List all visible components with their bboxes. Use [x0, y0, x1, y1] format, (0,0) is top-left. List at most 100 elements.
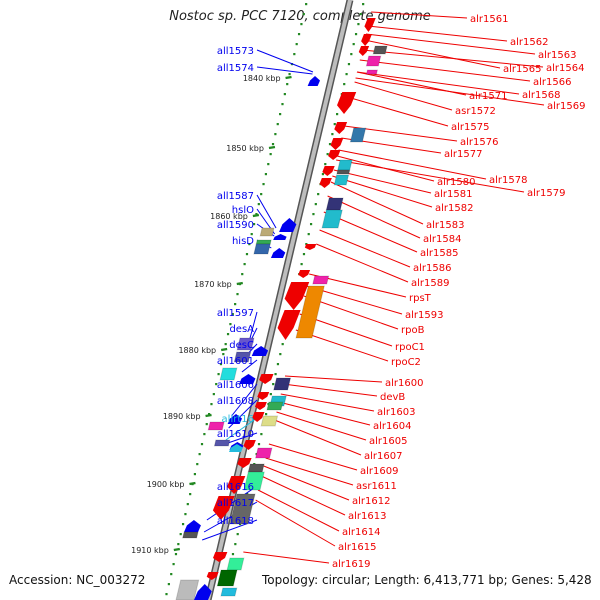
accession-info: Accession: NC_003272	[9, 573, 145, 587]
right-gene-label: alr1566	[533, 77, 571, 88]
gene-block	[295, 285, 325, 339]
right-gene-label: rpoC2	[391, 357, 421, 368]
guide-dot-right	[347, 63, 351, 66]
left-leader	[224, 432, 258, 445]
gene-block	[229, 493, 256, 525]
forward-gene-arrow	[328, 150, 341, 160]
right-gene-label: alr1607	[364, 451, 402, 462]
left-gene-label: all1606	[217, 380, 254, 391]
guide-dot-left	[177, 543, 180, 546]
right-leader	[274, 419, 362, 456]
guide-dot-left	[205, 423, 208, 426]
right-gene-label: alr1563	[538, 50, 576, 61]
right-gene-label: alr1571	[469, 91, 507, 102]
guide-dot-right	[231, 553, 235, 556]
guide-dot-left	[231, 313, 234, 316]
gene-block	[349, 127, 367, 143]
topology-value: circular	[321, 573, 367, 587]
tick-mark	[220, 347, 228, 352]
guide-dot-right	[352, 43, 355, 46]
right-leader	[355, 77, 545, 106]
right-gene-label: alr1585	[420, 248, 458, 259]
forward-gene-arrow	[330, 138, 344, 150]
gene-labels: all1573 all1574 all1587 hslO all1590 hisD all1…	[217, 14, 586, 570]
guide-dot-left	[196, 463, 199, 466]
left-gene-label: all1587	[217, 191, 254, 202]
gene-block	[233, 351, 252, 363]
guide-dot-right	[321, 173, 325, 176]
forward-gene-arrow	[298, 270, 311, 278]
guide-dot-right	[234, 543, 237, 546]
left-gene-label: hslO	[232, 205, 254, 216]
guide-dot-right	[260, 433, 263, 436]
guide-dot-left	[181, 523, 185, 526]
right-gene-label: alr1583	[426, 220, 464, 231]
guide-dot-right	[274, 373, 277, 376]
guide-dot-right	[265, 413, 268, 416]
gene-block	[260, 415, 279, 427]
guide-dot-left	[229, 323, 232, 326]
right-gene-label: alr1619	[332, 559, 370, 570]
guide-dot-left	[269, 153, 272, 156]
right-leader	[338, 149, 487, 180]
right-gene-label: alr1605	[369, 436, 407, 447]
guide-dot-right	[345, 73, 348, 76]
left-gene-label: all1597	[217, 308, 254, 319]
left-gene-label: allrt16	[222, 414, 254, 425]
guide-dot-left	[179, 533, 182, 536]
gene-block	[219, 367, 238, 381]
tick-mark	[268, 145, 276, 150]
guide-dot-left	[215, 383, 218, 386]
guide-dot-left	[283, 93, 286, 96]
genome-stats: Topology: circular; Length: 6,413,771 bp…	[262, 573, 592, 587]
right-gene-label: rpsT	[409, 293, 432, 304]
left-leader	[256, 49, 314, 73]
left-gene-label: all1574	[217, 63, 254, 74]
forward-gene-arrow	[322, 166, 335, 176]
guide-dot-left	[186, 503, 189, 506]
guide-dot-right	[281, 343, 284, 346]
guide-dot-right	[309, 223, 313, 226]
right-gene-label: alr1582	[435, 203, 473, 214]
left-leader	[256, 194, 277, 229]
guide-dot-right	[343, 83, 346, 86]
forward-gene-arrow	[252, 412, 265, 422]
tick-mark	[205, 413, 212, 418]
topology-label: Topology:	[262, 573, 319, 587]
right-leader	[367, 25, 508, 42]
forward-gene-arrow	[364, 18, 376, 32]
gene-block	[372, 45, 388, 55]
guide-dot-left	[200, 443, 204, 446]
guide-dot-right	[317, 193, 320, 196]
guide-dot-left	[279, 113, 282, 116]
gene-block	[247, 463, 265, 473]
right-gene-label: alr1564	[546, 63, 584, 74]
right-leader	[316, 243, 409, 283]
forward-gene-arrow	[243, 440, 256, 450]
guide-dot-left	[255, 213, 258, 216]
left-gene-label: all1616	[217, 482, 254, 493]
right-gene-label: alr1613	[348, 511, 386, 522]
right-gene-label: alr1612	[352, 496, 390, 507]
gene-block	[336, 169, 351, 175]
reverse-gene-arrow	[270, 248, 286, 258]
guide-dot-left	[300, 23, 303, 26]
guide-dot-left	[172, 563, 175, 566]
guide-dot-left	[274, 133, 277, 136]
tick-label: 1890 kbp	[163, 412, 201, 421]
guide-dot-left	[241, 273, 244, 276]
guide-dot-left	[260, 193, 263, 196]
right-gene-label: alr1579	[527, 188, 565, 199]
reverse-gene-arrow	[279, 218, 297, 232]
guide-dot-left	[243, 263, 246, 266]
right-leader	[284, 375, 383, 383]
right-gene-label: alr1576	[460, 137, 498, 148]
guide-dot-left	[297, 33, 301, 36]
guide-dot-left	[267, 163, 270, 166]
guide-dot-right	[336, 113, 339, 116]
gene-block	[255, 239, 272, 245]
guide-dot-left	[286, 83, 289, 86]
guide-dot-left	[203, 433, 206, 436]
guide-dot-right	[236, 533, 239, 536]
gene-block	[321, 209, 343, 229]
